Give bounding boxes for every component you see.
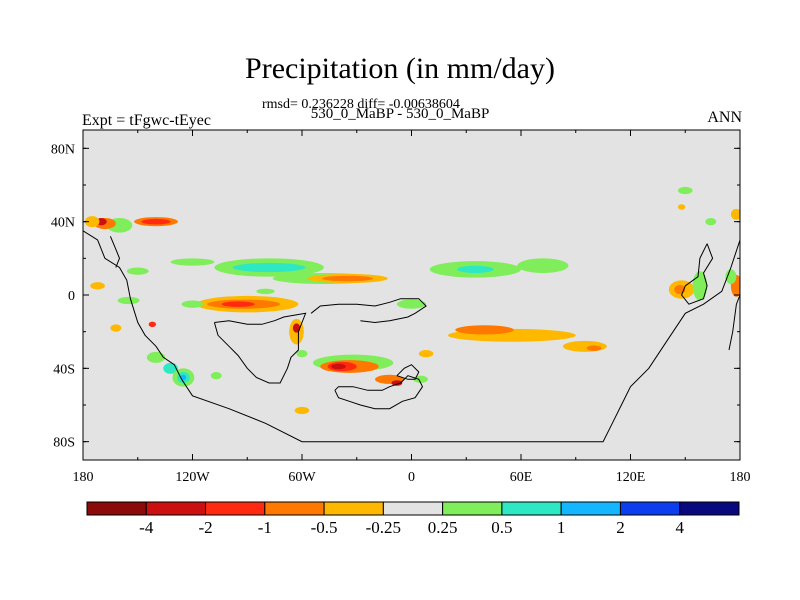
experiment-label: Expt = tFgwc-tEyec — [82, 112, 211, 129]
anomaly-patch — [292, 323, 301, 333]
map-background — [83, 130, 740, 460]
x-tick-label: 180 — [73, 470, 94, 485]
colorbar-label: -0.25 — [366, 518, 401, 537]
colorbar: -4 -2 -1 -0.5 -0.25 0.25 0.5 1 2 4 — [86, 501, 740, 537]
coastline — [681, 243, 714, 305]
colorbar-box — [679, 501, 740, 516]
colorbar-box — [382, 501, 444, 516]
anomaly-patch — [90, 282, 105, 290]
anomaly-patch — [84, 216, 100, 228]
anomaly-patch — [256, 288, 275, 295]
chart-title: Precipitation (in mm/day) — [245, 52, 555, 85]
anomaly-patch — [110, 324, 122, 332]
anomaly-patch — [294, 406, 310, 415]
anomaly-patch — [725, 269, 737, 284]
coastline — [396, 364, 420, 380]
colorbar-label: -4 — [139, 518, 154, 537]
anomaly-patch — [322, 275, 374, 282]
anomaly-patch — [455, 325, 514, 335]
coastline — [310, 298, 427, 324]
y-tick-label: 40S — [53, 362, 75, 377]
anomaly-patch — [396, 299, 427, 309]
axis-ticks: 180 120W 60W 0 60E 120E 180 80N 40N 0 40S 80S — [51, 130, 751, 485]
anomaly-patch — [141, 218, 171, 225]
anomaly-patch — [221, 301, 255, 307]
x-tick-label: 0 — [408, 470, 415, 485]
colorbar-box — [323, 501, 384, 516]
rmsd-diff-stats: rmsd= 0.236228 diff= -0.00638604 — [262, 97, 460, 112]
anomaly-patch — [730, 208, 740, 220]
anomaly-patch — [391, 380, 403, 386]
anomaly-patch — [418, 350, 434, 358]
anomaly-patch — [677, 186, 693, 195]
anomaly-patch — [210, 372, 222, 380]
season-label: ANN — [707, 109, 742, 126]
x-tick-label: 120W — [175, 470, 210, 485]
anomaly-patch — [126, 267, 149, 275]
case-names: 530_0_MaBP - 530_0_MaBP — [310, 106, 490, 122]
anomaly-patch — [692, 271, 708, 301]
colorbar-box — [501, 501, 562, 516]
colorbar-label: -2 — [198, 518, 212, 537]
colorbar-label: 0.5 — [491, 518, 512, 537]
y-tick-label: 80N — [51, 142, 75, 157]
anomaly-patch — [146, 351, 166, 363]
colorbar-label: 2 — [616, 518, 625, 537]
anomaly-patch — [586, 345, 602, 351]
coastline — [334, 375, 424, 410]
anomaly-patch — [331, 363, 346, 370]
anomaly-patch — [296, 350, 308, 358]
x-tick-label: 60W — [288, 470, 316, 485]
colorbar-label: -0.5 — [311, 518, 338, 537]
colorbar-box — [619, 501, 681, 516]
y-tick-label: 0 — [68, 289, 75, 304]
anomaly-fields — [84, 186, 740, 415]
anomaly-patch — [232, 262, 306, 273]
colorbar-label: 4 — [675, 518, 684, 537]
colorbar-label: 0.25 — [428, 518, 458, 537]
coastline — [728, 294, 740, 351]
anomaly-patch — [457, 265, 494, 274]
y-tick-label: 40N — [51, 216, 75, 231]
anomaly-patch — [517, 258, 569, 273]
colorbar-label: 1 — [557, 518, 566, 537]
coastline — [213, 312, 307, 384]
anomaly-patch — [677, 204, 686, 210]
anomaly-patch — [705, 218, 717, 226]
colorbar-label: -1 — [258, 518, 272, 537]
colorbar-box — [264, 501, 325, 516]
continent-outlines — [83, 230, 740, 443]
colorbar-box — [145, 501, 207, 516]
coastline — [83, 230, 740, 443]
anomaly-patch — [117, 296, 140, 305]
anomaly-patch — [148, 321, 157, 328]
y-tick-label: 80S — [53, 436, 75, 451]
colorbar-box — [560, 501, 621, 516]
x-tick-label: 60E — [510, 470, 533, 485]
anomaly-patch — [562, 340, 607, 352]
anomaly-patch — [180, 374, 187, 381]
colorbar-box — [86, 501, 147, 516]
anomaly-patch — [170, 258, 215, 266]
coastline — [109, 236, 121, 268]
anomaly-patch — [413, 375, 428, 384]
x-tick-label: 180 — [730, 470, 751, 485]
anomaly-patch — [181, 300, 204, 308]
x-tick-label: 120E — [616, 470, 646, 485]
colorbar-box — [442, 501, 503, 516]
colorbar-box — [205, 501, 266, 516]
